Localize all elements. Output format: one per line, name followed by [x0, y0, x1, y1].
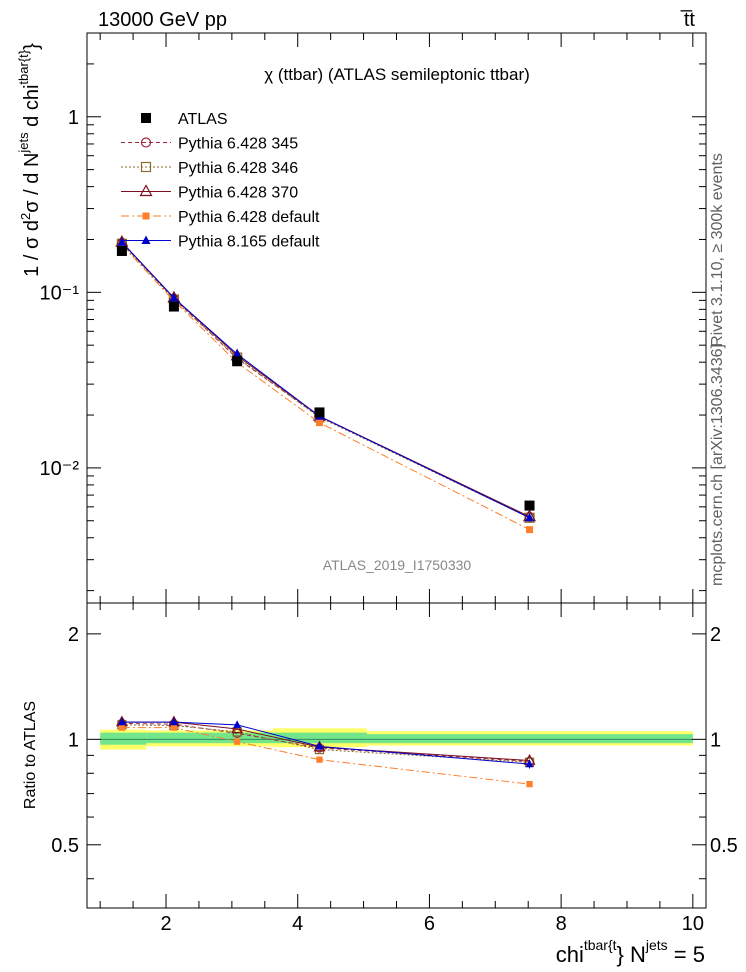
ratio-y-tick-label-right-1: 1: [710, 729, 721, 751]
series-line-p370: [121, 241, 530, 518]
header-process-label: t̅t: [680, 9, 695, 31]
ratio-series-p8: [117, 717, 534, 769]
ratio-panel: 0.5 0.5 1 1 2 2 2 4 6 8 10 Ratio to ATLAS chitbar{…: [22, 602, 738, 967]
legend-entry-p345: Pythia 6.428 345: [121, 136, 298, 153]
point-p8-2: [232, 349, 242, 358]
series-line-p345: [121, 242, 530, 518]
series-line-p346: [121, 243, 530, 519]
legend-label-pdef: Pythia 6.428 default: [178, 209, 320, 226]
ratio-point-p8-4: [525, 759, 534, 768]
point-data-4: [524, 500, 535, 511]
uncertainty-band-inner-2: [366, 734, 693, 744]
legend-entry-p346: Pythia 6.428 346: [121, 160, 298, 177]
x-tick-label-0: 2: [160, 913, 171, 935]
point-pdef-4: [526, 526, 534, 534]
main-y-axis-label: 1 / σ d2σ / d Njets d chitbar{t}}: [16, 43, 43, 277]
ratio-point-p8-2: [233, 720, 242, 728]
analysis-id-label: ATLAS_2019_I1750330: [323, 557, 472, 573]
legend-marker-p345: [140, 137, 152, 148]
ratio-line-p346: [121, 724, 530, 763]
legend-entry-p8: Pythia 8.165 default: [121, 234, 320, 251]
ratio-y-tick-label-left-1: 1: [68, 729, 79, 751]
uncertainty-band-inner-0: [100, 732, 147, 745]
y-tick-label-0: 10⁻²: [40, 458, 80, 480]
main-panel: 10⁻² 10⁻¹ 1 χ (ttbar) (ATLAS semileptonic …: [16, 32, 707, 604]
ratio-point-p8-1: [169, 717, 178, 726]
plot-title: χ (ttbar) (ATLAS semileptonic ttbar): [264, 65, 530, 84]
ratio-point-p370-2: [231, 722, 244, 734]
ratio-y-tick-label-left-2: 2: [68, 624, 79, 646]
ratio-series-pdef: [118, 724, 533, 788]
point-p8-1: [169, 292, 179, 302]
series-line-p8: [121, 241, 530, 519]
ratio-point-p8-0: [117, 717, 126, 726]
x-tick-label-4: 10: [682, 913, 704, 935]
legend-marker-p370: [139, 184, 153, 197]
ratio-y-tick-label-right-0: 0.5: [710, 835, 738, 857]
ratio-point-pdef-3: [316, 756, 323, 763]
series-p8: [117, 237, 535, 522]
series-p346: [116, 238, 535, 523]
legend-label-data: ATLAS: [178, 111, 228, 128]
series-p345: [116, 237, 535, 523]
legend-marker-pdef: [142, 212, 150, 220]
x-tick-label-2: 6: [424, 913, 435, 935]
x-tick-label-3: 8: [556, 913, 567, 935]
legend-marker-data: [141, 113, 151, 123]
ratio-y-tick-label-left-0: 0.5: [51, 835, 79, 857]
series-p370: [115, 234, 537, 522]
ratio-point-pdef-1: [170, 724, 178, 731]
uncertainty-band-inner-1: [146, 732, 367, 744]
ratio-point-p8-3: [315, 741, 324, 750]
legend-label-p8: Pythia 8.165 default: [178, 234, 320, 251]
series-data: [116, 245, 535, 511]
legend-label-p345: Pythia 6.428 345: [178, 136, 298, 153]
header-energy-label: 13000 GeV pp: [98, 9, 227, 31]
point-pdef-3: [315, 419, 323, 427]
point-p8-4: [525, 512, 535, 522]
legend-marker-p346: [140, 161, 152, 173]
point-data-3: [314, 407, 325, 418]
ratio-point-pdef-4: [526, 780, 533, 788]
legend-label-p370: Pythia 6.428 370: [178, 185, 298, 202]
point-data-0: [116, 245, 127, 256]
mcplots-reference-label: mcplots.cern.ch [arXiv:1306.3436]: [709, 344, 726, 586]
ratio-y-tick-label-right-2: 2: [710, 624, 721, 646]
x-tick-label-1: 4: [292, 913, 303, 935]
legend-label-p346: Pythia 6.428 346: [178, 160, 298, 177]
main-y-axis-label-text: 1 / σ d2σ / d Njets d chitbar{t}}: [16, 43, 43, 277]
point-data-1: [168, 301, 179, 312]
legend-entry-p370: Pythia 6.428 370: [121, 184, 298, 202]
point-data-2: [232, 356, 243, 367]
point-p8-0: [117, 237, 127, 246]
ratio-panel-frame: [86, 602, 707, 909]
x-axis-label-text: chitbar{t} Njets = 5: [556, 937, 705, 967]
legend-marker-p8: [141, 235, 151, 244]
y-tick-label-1: 10⁻¹: [40, 282, 80, 304]
y-tick-label-2: 1: [68, 107, 79, 129]
rivet-version-label: Rivet 3.1.10, ≥ 300k events: [709, 153, 726, 347]
ratio-y-axis-label: Ratio to ATLAS: [22, 701, 39, 809]
legend-entry-data: ATLAS: [141, 111, 228, 128]
legend-entry-pdef: Pythia 6.428 default: [121, 209, 320, 226]
ratio-point-pdef-2: [233, 738, 241, 745]
ratio-point-pdef-0: [118, 724, 126, 731]
x-axis-label: chitbar{t} Njets = 5: [556, 937, 705, 967]
legend: ATLAS Pythia 6.428 345 Pythia 6.428 346 Pyt…: [121, 111, 320, 251]
